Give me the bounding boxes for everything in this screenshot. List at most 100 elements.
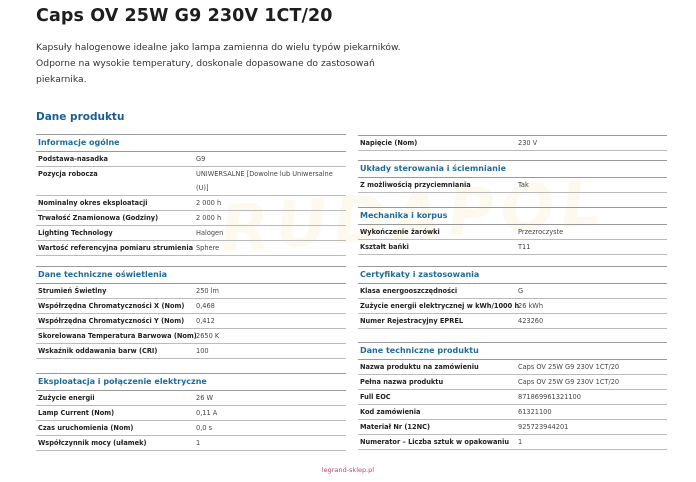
- spec-value: 0,468: [196, 302, 215, 310]
- spec-value: 0,11 A: [196, 409, 218, 417]
- spec-row: Z możliwością przyciemniania Tak: [358, 178, 667, 193]
- spec-label: Lighting Technology: [38, 229, 113, 237]
- spec-table-header: Certyfikaty i zastosowania: [358, 266, 667, 284]
- spec-table-header: Eksploatacja i połączenie elektryczne: [36, 373, 346, 391]
- spec-row: Pełna nazwa produktu Caps OV 25W G9 230V …: [358, 375, 667, 390]
- spec-row: Wykończenie żarówki Przezroczyste: [358, 225, 667, 240]
- spec-label: Współczynnik mocy (ułamek): [38, 439, 147, 447]
- spec-label: Podstawa-nasadka: [38, 155, 108, 163]
- spec-value: 423260: [518, 317, 544, 325]
- spec-value: 26 W: [196, 394, 214, 402]
- spec-row: Współrzędna Chromatyczności Y (Nom) 0,412: [36, 314, 346, 329]
- spec-row: Kształt bańki T11: [358, 240, 667, 255]
- spec-value: Przezroczyste: [518, 228, 564, 236]
- spec-label: Materiał Nr (12NC): [360, 423, 430, 431]
- spec-row: Pozycja robocza UNIWERSALNE [Dowolne lub …: [36, 167, 346, 196]
- spec-table-header: Mechanika i korpus: [358, 207, 667, 225]
- spec-row: Materiał Nr (12NC) 925723944201: [358, 420, 667, 435]
- spec-value: UNIWERSALNE [Dowolne lub Uniwersalne (U)…: [196, 170, 333, 192]
- spec-table-header: Dane techniczne produktu: [358, 342, 667, 360]
- spec-label: Czas uruchomienia (Nom): [38, 424, 134, 432]
- spec-value: T11: [518, 243, 531, 251]
- spec-label: Kształt bańki: [360, 243, 409, 251]
- spec-value: 1: [196, 439, 201, 447]
- spec-label: Numer Rejestracyjny EPREL: [360, 317, 464, 325]
- spec-label: Trwałość Znamionowa (Godziny): [38, 214, 159, 222]
- spec-table-header: Informacje ogólne: [36, 134, 346, 152]
- spec-row: Nazwa produktu na zamówieniu Caps OV 25W …: [358, 360, 667, 375]
- spec-value: Caps OV 25W G9 230V 1CT/20: [518, 378, 620, 386]
- spec-value: 925723944201: [518, 423, 569, 431]
- spec-value: 2 000 h: [196, 214, 222, 222]
- spec-table-specs: Napięcie (Nom) 230 V: [358, 135, 667, 151]
- spec-row: Full EOC 871869961321100: [358, 390, 667, 405]
- spec-value: 100: [196, 347, 209, 355]
- spec-value: 0,412: [196, 317, 215, 325]
- spec-table-informacje-ogolne: Informacje ogólne Podstawa-nasadka G9 Pozyc…: [36, 134, 346, 256]
- spec-table-dane-techniczne-oswietlenia: Dane techniczne oświetlenia Strumień Świe…: [36, 266, 346, 359]
- spec-row: Trwałość Znamionowa (Godziny) 2 000 h: [36, 211, 346, 226]
- spec-row: Lighting Technology Halogen: [36, 226, 346, 241]
- spec-value: G9: [196, 155, 206, 163]
- spec-label: Nominalny okres eksploatacji: [38, 199, 148, 207]
- spec-value: 230 V: [518, 139, 538, 147]
- spec-label: Nazwa produktu na zamówieniu: [360, 363, 479, 371]
- spec-row: Wskaźnik oddawania barw (CRI) 100: [36, 344, 346, 359]
- spec-table-header: Dane techniczne oświetlenia: [36, 266, 346, 284]
- spec-row: Nominalny okres eksploatacji 2 000 h: [36, 196, 346, 211]
- spec-table-header: Układy sterowania i ściemnianie: [358, 160, 667, 178]
- spec-value: 250 lm: [196, 287, 219, 295]
- spec-row: Klasa energooszczędności G: [358, 284, 667, 299]
- spec-label: Skorelowana Temperatura Barwowa (Nom): [38, 332, 197, 340]
- spec-value: 0,0 s: [196, 424, 213, 432]
- spec-row: Napięcie (Nom) 230 V: [358, 135, 667, 151]
- spec-label: Wykończenie żarówki: [360, 228, 440, 236]
- spec-row: Kod zamówienia 61321100: [358, 405, 667, 420]
- spec-label: Klasa energooszczędności: [360, 287, 458, 295]
- spec-value: 871869961321100: [518, 393, 581, 401]
- spec-row: Lamp Current (Nom) 0,11 A: [36, 406, 346, 421]
- spec-label: Kod zamówienia: [360, 408, 421, 416]
- spec-value: 2 000 h: [196, 199, 222, 207]
- footer-link[interactable]: legrand-sklep.pl: [321, 466, 375, 474]
- spec-label: Pozycja robocza: [38, 170, 98, 178]
- spec-row: Numerator – Liczba sztuk w opakowaniu 1: [358, 435, 667, 450]
- spec-label: Wskaźnik oddawania barw (CRI): [38, 347, 158, 355]
- spec-row: Zużycie energii elektrycznej w kWh/1000 …: [358, 299, 667, 314]
- spec-label: Strumień Świetlny: [38, 287, 107, 295]
- spec-table-eksploatacja-i-polaczenie-elektryczne: Eksploatacja i połączenie elektryczne Zuż…: [36, 373, 346, 451]
- spec-value: 61321100: [518, 408, 552, 416]
- spec-row: Podstawa-nasadka G9: [36, 152, 346, 167]
- spec-value: Sphere: [196, 244, 220, 252]
- spec-label: Współrzędna Chromatyczności X (Nom): [38, 302, 185, 310]
- section-heading: Dane produktu: [36, 111, 125, 123]
- spec-row: Skorelowana Temperatura Barwowa (Nom) 265…: [36, 329, 346, 344]
- spec-row: Czas uruchomienia (Nom) 0,0 s: [36, 421, 346, 436]
- product-description: Kapsuły halogenowe idealne jako lampa za…: [36, 42, 401, 85]
- page-title: Caps OV 25W G9 230V 1CT/20: [36, 6, 333, 26]
- spec-label: Zużycie energii elektrycznej w kWh/1000 …: [360, 302, 520, 310]
- spec-label: Full EOC: [360, 393, 391, 401]
- spec-label: Numerator – Liczba sztuk w opakowaniu: [360, 438, 510, 446]
- spec-label: Pełna nazwa produktu: [360, 378, 444, 386]
- spec-row: Współczynnik mocy (ułamek) 1: [36, 436, 346, 451]
- spec-row: Zużycie energii 26 W: [36, 391, 346, 406]
- spec-label: Zużycie energii: [38, 394, 95, 402]
- spec-value: G: [518, 287, 524, 295]
- spec-value: Halogen: [196, 229, 224, 237]
- spec-label: Współrzędna Chromatyczności Y (Nom): [38, 317, 185, 325]
- spec-table-mechanika-i-korpus: Mechanika i korpus Wykończenie żarówki Prz…: [358, 207, 667, 255]
- spec-value: 26 kWh: [518, 302, 544, 310]
- spec-table-certyfikaty-i-zastosowania: Certyfikaty i zastosowania Klasa energoos…: [358, 266, 667, 329]
- spec-label: Napięcie (Nom): [360, 139, 418, 147]
- spec-value: Caps OV 25W G9 230V 1CT/20: [518, 363, 620, 371]
- spec-label: Lamp Current (Nom): [38, 409, 115, 417]
- spec-table-uklady-sterowania-i-sciemnianie: Układy sterowania i ściemnianie Z możliwo…: [358, 160, 667, 193]
- spec-label: Z możliwością przyciemniania: [360, 181, 471, 189]
- spec-table-dane-techniczne-produktu: Dane techniczne produktu Nazwa produktu n…: [358, 342, 667, 450]
- spec-value: 2650 K: [196, 332, 220, 340]
- spec-value: 1: [518, 438, 523, 446]
- spec-row: Numer Rejestracyjny EPREL 423260: [358, 314, 667, 329]
- spec-row: Strumień Świetlny 250 lm: [36, 284, 346, 299]
- spec-row: Współrzędna Chromatyczności X (Nom) 0,468: [36, 299, 346, 314]
